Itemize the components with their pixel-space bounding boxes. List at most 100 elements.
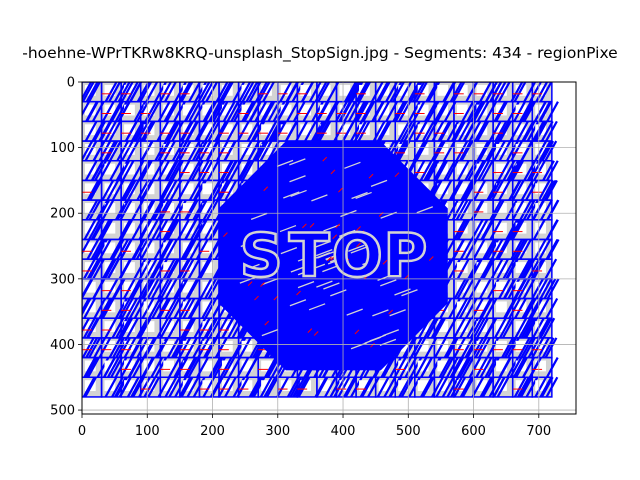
boundary-stroke xyxy=(224,376,237,398)
y-axis: 0 100 200 300 400 500 xyxy=(50,76,82,419)
segment-patch xyxy=(163,380,175,392)
boundary-stroke xyxy=(85,101,99,122)
boundary-stroke xyxy=(343,101,357,122)
boundary-stroke xyxy=(520,140,534,162)
boundary-stroke xyxy=(455,199,469,221)
segment-patch xyxy=(163,321,175,332)
segment-patch xyxy=(476,203,488,214)
boundary-stroke xyxy=(164,120,178,142)
boundary-stroke xyxy=(166,337,180,359)
boundary-stroke xyxy=(497,82,511,103)
boundary-stroke xyxy=(226,101,240,122)
boundary-stroke xyxy=(482,258,496,280)
boundary-stroke xyxy=(126,317,139,339)
boundary-stroke xyxy=(508,179,522,201)
texture-stroke xyxy=(279,224,297,233)
texture-stroke xyxy=(239,276,257,284)
segment-patch xyxy=(476,321,488,332)
boundary-stroke xyxy=(413,140,426,162)
boundary-stroke xyxy=(441,376,455,398)
boundary-stroke xyxy=(455,297,469,319)
texture-stroke xyxy=(357,268,374,276)
boundary-stroke xyxy=(459,376,473,398)
segment-patch xyxy=(417,163,429,175)
texture-stroke xyxy=(394,288,411,296)
boundary-stroke xyxy=(109,101,122,122)
boundary-stroke xyxy=(530,297,544,319)
boundary-stroke xyxy=(449,82,463,103)
boundary-stroke xyxy=(203,337,216,359)
segment-patch xyxy=(280,124,292,136)
segment-patch xyxy=(319,104,331,116)
segment-patch xyxy=(280,104,292,116)
texture-stroke xyxy=(313,252,331,260)
boundary-stroke xyxy=(263,376,277,398)
boundary-stroke xyxy=(195,238,209,260)
boundary-stroke xyxy=(512,238,526,260)
boundary-stroke xyxy=(259,140,273,162)
segment-patch xyxy=(535,84,546,96)
region-seed xyxy=(338,187,343,193)
boundary-stroke xyxy=(146,278,160,300)
boundary-stroke xyxy=(82,101,90,117)
boundary-stroke xyxy=(147,101,161,122)
boundary-stroke xyxy=(468,278,482,300)
boundary-stroke xyxy=(459,317,472,339)
boundary-stroke xyxy=(370,82,384,103)
boundary-stroke xyxy=(540,376,554,398)
boundary-stroke xyxy=(110,357,123,378)
region-seed xyxy=(273,295,279,301)
boundary-stroke xyxy=(126,140,140,162)
boundary-stroke xyxy=(478,337,491,359)
boundary-stroke xyxy=(535,82,548,103)
boundary-stroke xyxy=(85,199,99,221)
boundary-stroke xyxy=(533,101,547,122)
boundary-stroke xyxy=(243,101,257,122)
boundary-stroke xyxy=(178,376,192,398)
segment-patch xyxy=(496,301,507,313)
segment-patch xyxy=(515,222,527,234)
segment-patch xyxy=(163,301,175,313)
boundary-stroke xyxy=(222,101,236,122)
boundary-stroke xyxy=(187,258,201,280)
boundary-stroke xyxy=(344,376,358,398)
boundary-stroke xyxy=(82,297,92,317)
boundary-stroke xyxy=(513,278,527,300)
boundary-stroke xyxy=(116,140,130,162)
boundary-stroke xyxy=(438,357,452,378)
boundary-stroke xyxy=(205,317,218,339)
boundary-stroke xyxy=(136,101,150,122)
boundary-stroke xyxy=(496,238,510,260)
boundary-stroke xyxy=(479,82,492,103)
texture-stroke xyxy=(330,289,347,297)
boundary-stroke xyxy=(136,337,149,359)
segment-patch xyxy=(496,163,507,175)
boundary-stroke xyxy=(472,101,486,122)
boundary-stroke xyxy=(249,101,262,122)
boundary-stroke xyxy=(523,82,536,103)
boundary-stroke xyxy=(145,82,159,103)
region-seed xyxy=(327,256,332,262)
boundary-stroke xyxy=(183,317,197,339)
boundary-stroke xyxy=(531,278,544,300)
boundary-stroke xyxy=(265,357,278,378)
segment-patch xyxy=(163,262,175,273)
region-seed xyxy=(254,295,259,301)
boundary-stroke xyxy=(477,160,491,181)
boundary-stroke xyxy=(371,101,385,122)
boundary-stroke xyxy=(361,376,374,398)
boundary-stroke xyxy=(453,278,467,300)
boundary-stroke xyxy=(205,82,218,103)
segment-patch xyxy=(84,163,96,175)
boundary-stroke xyxy=(160,238,174,260)
segment-patch xyxy=(124,144,135,155)
segment-patch xyxy=(182,203,194,214)
boundary-stroke xyxy=(133,120,146,142)
segment-patch xyxy=(398,380,409,392)
boundary-stroke xyxy=(135,317,149,339)
boundary-stroke xyxy=(540,120,554,142)
boundary-stroke xyxy=(355,82,369,103)
boundary-stroke xyxy=(165,160,179,181)
boundary-stroke xyxy=(511,199,525,221)
boundary-stroke xyxy=(425,82,439,103)
